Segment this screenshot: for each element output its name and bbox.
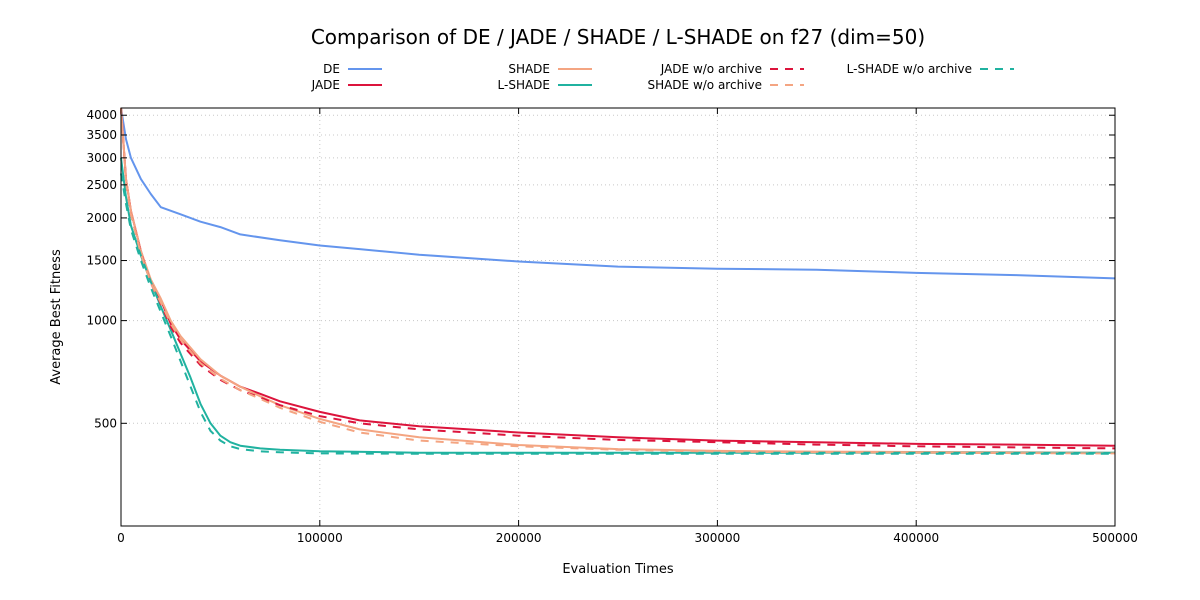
y-tick-label: 500 — [94, 416, 117, 430]
series-layer — [120, 107, 1116, 455]
legend-label: JADE — [311, 78, 340, 92]
series-line-l-shade — [120, 157, 1115, 454]
legend: DE JADE SHADE L-SHADE JADE w/o archive SHADE … — [311, 62, 1014, 92]
x-axis: 0 100000 200000 300000 400000 500000 — [117, 108, 1138, 545]
y-tick-label: 1500 — [86, 254, 117, 268]
legend-label: DE — [323, 62, 340, 76]
legend-label: L-SHADE w/o archive — [847, 62, 972, 76]
series-line-shade — [120, 107, 1116, 454]
legend-label: SHADE — [508, 62, 550, 76]
plot-frame — [120, 107, 1116, 527]
y-tick-label: 3000 — [86, 151, 117, 165]
y-axis-label: Average Best Fitness — [49, 249, 64, 385]
x-tick-label: 0 — [117, 531, 125, 545]
legend-label: SHADE w/o archive — [647, 78, 762, 92]
series-line-l-shade-w-o-archive — [120, 173, 1115, 455]
legend-label: JADE w/o archive — [660, 62, 762, 76]
chart-title: Comparison of DE / JADE / SHADE / L-SHAD… — [311, 25, 925, 49]
y-axis: 500 1000 1500 2000 2500 3000 3500 4000 — [86, 108, 1115, 430]
x-tick-label: 200000 — [496, 531, 542, 545]
x-tick-label: 400000 — [893, 531, 939, 545]
grid — [121, 108, 1115, 526]
y-tick-label: 2500 — [86, 178, 117, 192]
y-tick-label: 2000 — [86, 211, 117, 225]
series-line-jade — [120, 107, 1116, 447]
y-tick-label: 1000 — [86, 314, 117, 328]
series-line-shade-w-o-archive — [120, 107, 1116, 455]
x-axis-label: Evaluation Times — [562, 562, 674, 577]
x-tick-label: 100000 — [297, 531, 343, 545]
x-tick-label: 500000 — [1092, 531, 1138, 545]
legend-label: L-SHADE — [498, 78, 550, 92]
y-tick-label: 4000 — [86, 108, 117, 122]
y-tick-label: 3500 — [86, 128, 117, 142]
series-line-de — [120, 107, 1116, 280]
x-tick-label: 300000 — [694, 531, 740, 545]
